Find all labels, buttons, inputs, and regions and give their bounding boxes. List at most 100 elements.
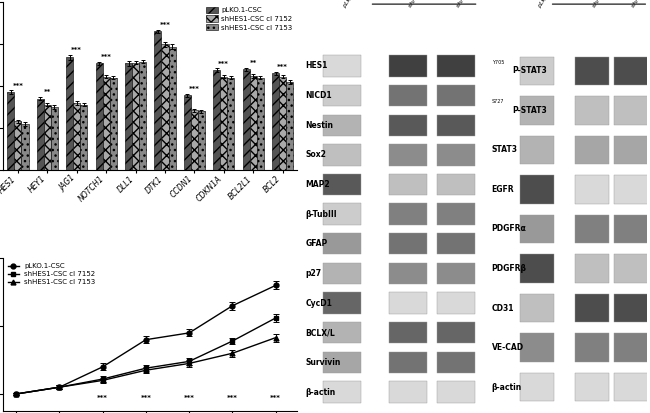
Bar	[213, 70, 220, 170]
Bar	[575, 175, 609, 204]
Bar	[437, 263, 475, 284]
Bar	[66, 57, 73, 170]
Text: **: **	[44, 89, 51, 95]
Bar	[21, 124, 29, 170]
Text: Survivin: Survivin	[306, 358, 341, 367]
Text: ***: ***	[270, 395, 281, 401]
Bar	[520, 294, 554, 322]
Bar	[614, 96, 648, 125]
Bar	[51, 107, 58, 170]
Text: β-TubIII: β-TubIII	[306, 210, 337, 218]
Bar	[389, 352, 426, 373]
Text: pLKO.1: pLKO.1	[342, 0, 359, 9]
Bar	[323, 292, 361, 314]
Bar	[389, 381, 426, 403]
Bar	[520, 373, 554, 401]
Text: GFAP: GFAP	[306, 239, 328, 248]
Bar	[323, 233, 361, 254]
Bar	[614, 57, 648, 85]
Bar	[323, 381, 361, 403]
Bar	[437, 144, 475, 166]
Bar	[389, 292, 426, 314]
Bar	[520, 254, 554, 283]
Text: PDGFRβ: PDGFRβ	[491, 264, 526, 273]
Bar	[110, 78, 117, 170]
Bar	[437, 204, 475, 225]
Text: β-actin: β-actin	[491, 382, 522, 392]
Bar	[437, 55, 475, 77]
Bar	[323, 352, 361, 373]
Text: ***: ***	[12, 83, 23, 88]
Bar	[614, 215, 648, 243]
Text: B: B	[290, 0, 302, 1]
Bar	[155, 31, 161, 170]
Bar	[14, 121, 21, 170]
Bar	[242, 69, 250, 170]
Text: ***: ***	[184, 395, 194, 401]
Text: Y705: Y705	[491, 60, 504, 65]
Text: VE-CAD: VE-CAD	[491, 343, 524, 352]
Text: shHES1 cl 7152: shHES1 cl 7152	[592, 0, 624, 9]
Bar	[614, 373, 648, 401]
Bar	[279, 77, 286, 170]
Text: CycD1: CycD1	[306, 299, 332, 308]
Bar	[139, 62, 146, 170]
Legend: pLKO.1-CSC, shHES1-CSC cl 7152, shHES1-CSC cl 7153: pLKO.1-CSC, shHES1-CSC cl 7152, shHES1-C…	[6, 262, 97, 287]
Bar	[437, 233, 475, 254]
Bar	[184, 95, 191, 170]
Text: ***: ***	[218, 61, 229, 67]
Legend: pLKO.1-CSC, shHES1-CSC cl 7152, shHES1-CSC cl 7153: pLKO.1-CSC, shHES1-CSC cl 7152, shHES1-C…	[205, 5, 294, 32]
Text: EGFR: EGFR	[491, 185, 514, 194]
Bar	[575, 57, 609, 85]
Bar	[437, 114, 475, 136]
Bar	[323, 144, 361, 166]
Text: P-STAT3: P-STAT3	[512, 66, 547, 76]
Bar	[389, 85, 426, 106]
Bar	[250, 76, 257, 170]
Bar	[575, 333, 609, 362]
Text: ***: ***	[101, 54, 112, 60]
Text: ***: ***	[189, 86, 200, 92]
Text: p27: p27	[306, 269, 322, 278]
Bar	[614, 136, 648, 164]
Bar	[614, 333, 648, 362]
Text: STAT3: STAT3	[491, 145, 517, 154]
Bar	[575, 215, 609, 243]
Bar	[323, 263, 361, 284]
Bar	[37, 99, 44, 170]
Text: PDGFRα: PDGFRα	[491, 225, 526, 233]
Bar	[575, 136, 609, 164]
Bar	[437, 85, 475, 106]
Bar	[272, 74, 279, 170]
Text: S727: S727	[491, 100, 504, 104]
Text: β-actin: β-actin	[306, 387, 335, 396]
Bar	[520, 136, 554, 164]
Bar	[323, 204, 361, 225]
Text: P-STAT3: P-STAT3	[512, 106, 547, 115]
Bar	[437, 381, 475, 403]
Text: shHES1 cl 7152: shHES1 cl 7152	[408, 0, 440, 9]
Bar	[132, 62, 139, 170]
Text: shHES1 cl 7153: shHES1 cl 7153	[456, 0, 488, 9]
Text: NICD1: NICD1	[306, 91, 332, 100]
Text: ***: ***	[277, 64, 288, 70]
Bar	[96, 63, 103, 170]
Bar	[520, 215, 554, 243]
Bar	[389, 204, 426, 225]
Bar	[389, 263, 426, 284]
Text: **: **	[250, 60, 257, 66]
Bar	[227, 78, 235, 170]
Bar	[520, 333, 554, 362]
Bar	[437, 174, 475, 195]
Bar	[614, 254, 648, 283]
Bar	[389, 144, 426, 166]
Bar	[437, 322, 475, 344]
Bar	[323, 85, 361, 106]
Bar	[7, 92, 14, 170]
Bar	[520, 57, 554, 85]
Bar	[323, 322, 361, 344]
Bar	[437, 352, 475, 373]
Bar	[575, 254, 609, 283]
Text: C: C	[478, 0, 489, 1]
Bar	[389, 322, 426, 344]
